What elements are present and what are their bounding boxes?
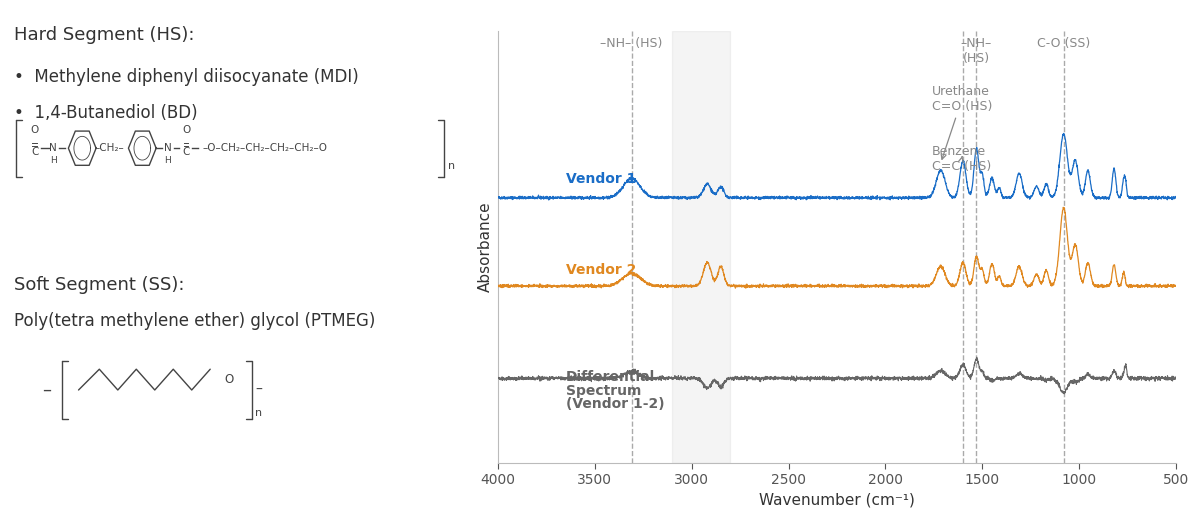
Text: –CH₂–: –CH₂– (94, 143, 124, 153)
Text: –: – (42, 381, 50, 399)
Text: –O–CH₂–CH₂–CH₂–CH₂–O: –O–CH₂–CH₂–CH₂–CH₂–O (203, 143, 328, 153)
Text: Vendor 1: Vendor 1 (566, 172, 636, 186)
Bar (672, 31, 731, 463)
Text: –: – (256, 383, 263, 397)
Text: C: C (182, 147, 190, 158)
Text: N: N (164, 143, 172, 153)
Text: O: O (224, 373, 233, 386)
Text: n: n (448, 161, 455, 172)
Text: O: O (30, 125, 38, 135)
Text: Poly(tetra methylene ether) glycol (PTMEG): Poly(tetra methylene ether) glycol (PTME… (14, 312, 376, 330)
Text: –NH– (HS): –NH– (HS) (600, 36, 662, 49)
Text: Soft Segment (SS):: Soft Segment (SS): (14, 276, 185, 294)
Text: Vendor 2: Vendor 2 (566, 263, 636, 277)
Text: •  Methylene diphenyl diisocyanate (MDI): • Methylene diphenyl diisocyanate (MDI) (14, 68, 359, 86)
X-axis label: Wavenumber (cm⁻¹): Wavenumber (cm⁻¹) (760, 493, 914, 508)
Text: O: O (182, 125, 191, 135)
Text: Differential: Differential (566, 370, 655, 384)
Text: (Vendor 1-2): (Vendor 1-2) (566, 397, 665, 411)
Text: C-O (SS): C-O (SS) (1037, 36, 1091, 49)
Text: H: H (164, 156, 172, 165)
Text: H: H (49, 156, 56, 165)
Text: •  1,4-Butanediol (BD): • 1,4-Butanediol (BD) (14, 104, 198, 122)
Y-axis label: Absorbance: Absorbance (478, 202, 492, 292)
Text: n: n (256, 408, 263, 419)
Text: C: C (31, 147, 38, 158)
Text: Hard Segment (HS):: Hard Segment (HS): (14, 26, 194, 44)
Text: Spectrum: Spectrum (566, 384, 641, 398)
Text: Benzene
C=C (HS): Benzene C=C (HS) (932, 145, 991, 173)
Text: Urethane
C=O (HS): Urethane C=O (HS) (932, 85, 992, 159)
Text: –NH–
(HS): –NH– (HS) (961, 36, 992, 64)
Text: N: N (49, 143, 58, 153)
